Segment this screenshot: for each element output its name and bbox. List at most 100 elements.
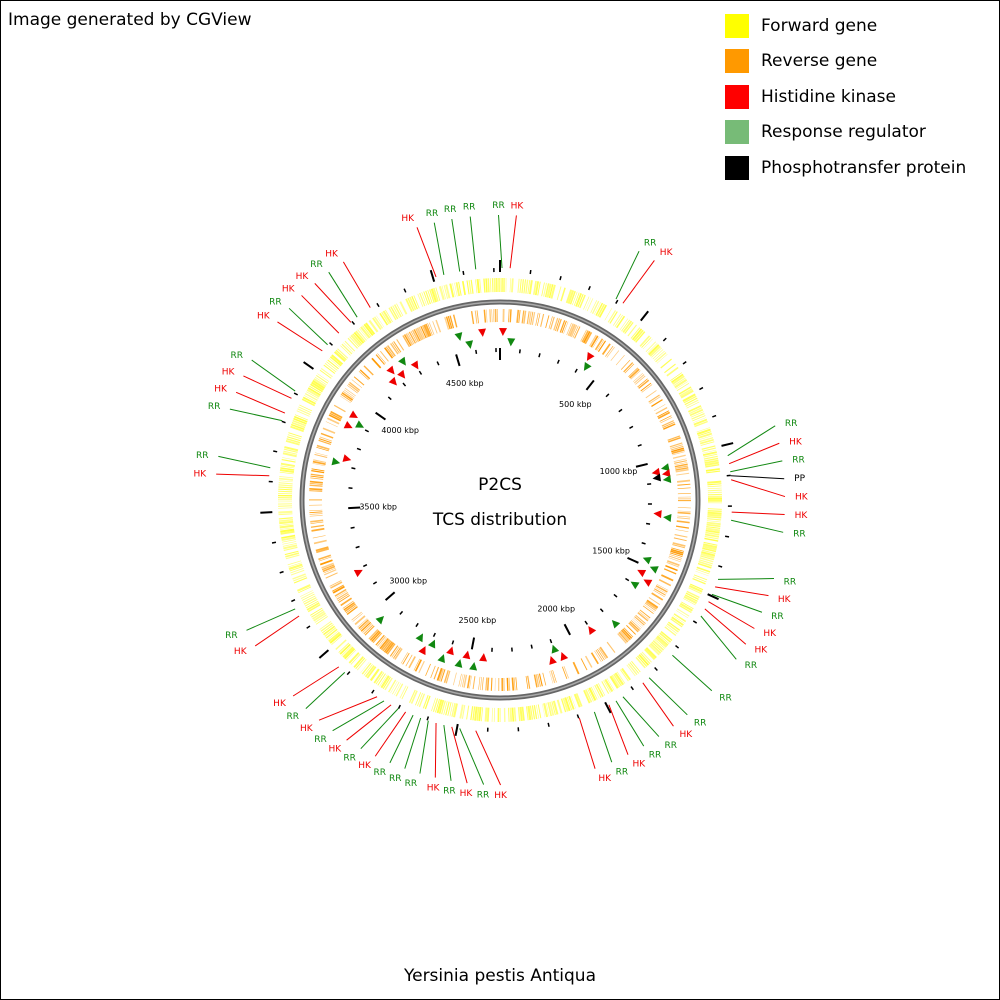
inner-tick [635,462,648,468]
reverse-gene-mark [606,346,615,358]
callout-line [708,601,755,629]
forward-gene-mark [290,423,305,431]
forward-gene-mark [418,693,426,708]
reverse-gene-mark [483,309,487,323]
forward-gene-mark [287,436,301,442]
callout-label: RR [719,693,732,703]
outer-tick [675,644,680,649]
reverse-gene-mark [329,412,342,420]
forward-gene-mark [609,675,619,689]
outer-tick [273,450,278,453]
forward-gene-mark [706,523,721,528]
reverse-gene-mark [653,404,666,412]
forward-gene-mark [373,316,384,329]
forward-gene-mark [693,418,708,426]
reverse-gene-mark [518,310,521,324]
forward-gene-mark [376,315,385,328]
forward-gene-mark [294,414,309,421]
forward-gene-mark [485,278,488,293]
reverse-gene-mark [435,319,442,333]
legend-label: Histidine kinase [761,86,896,107]
reverse-gene-mark [421,325,429,338]
forward-gene-mark [683,595,698,605]
forward-gene-mark [598,304,607,318]
reverse-gene-mark [415,328,423,341]
callout-line [251,359,296,392]
forward-gene-mark [587,688,594,702]
forward-gene-mark [293,575,307,582]
reverse-gene-mark [427,323,433,336]
inner-tick [613,593,618,598]
reverse-gene-mark [481,677,484,691]
reverse-gene-mark [672,451,685,456]
reverse-gene-mark [372,632,383,644]
callout-line [593,711,613,763]
forward-gene-mark [601,681,610,694]
outer-tick [303,361,315,370]
callout-label: HK [763,629,777,639]
forward-gene-mark [288,563,303,571]
forward-gene-mark [288,562,302,568]
forward-gene-mark [541,282,545,297]
forward-gene-mark [313,378,327,388]
reverse-gene-mark [671,449,685,455]
reverse-gene-mark [489,309,492,323]
forward-gene-mark [594,684,602,698]
forward-gene-mark [656,354,668,364]
inner-tick [629,425,634,429]
forward-gene-mark [280,530,295,535]
forward-gene-mark [521,279,525,294]
reverse-gene-mark [337,593,349,602]
reverse-gene-mark [675,468,689,473]
forward-gene-mark [704,535,719,540]
forward-gene-mark [705,464,720,468]
forward-gene-mark [470,279,474,294]
forward-gene-mark [474,706,478,721]
callout-line [346,704,392,741]
forward-gene-mark [449,702,454,717]
inner-tick [530,644,533,649]
forward-gene-mark [311,381,325,391]
forward-gene-mark [441,285,446,300]
forward-gene-mark [649,642,662,654]
callout-line [243,375,292,399]
reverse-gene-mark [634,616,645,626]
reverse-gene-mark [637,612,649,622]
forward-gene-mark [644,648,656,661]
reverse-gene-mark [311,468,325,472]
forward-gene-mark [619,318,629,331]
forward-gene-mark [546,283,552,298]
forward-gene-mark [619,669,629,682]
reverse-gene-mark [670,445,684,451]
forward-gene-mark [577,293,584,308]
reverse-gene-mark [486,677,490,691]
forward-gene-mark [333,351,346,363]
reverse-gene-mark [380,639,391,651]
forward-gene-mark [278,477,294,481]
callout-label: RR [694,718,707,728]
forward-gene-mark [676,610,689,619]
reverse-gene-mark [322,565,336,573]
callout-label: RR [463,203,476,213]
kbp-label: 1500 kbp [592,546,630,555]
reverse-gene-mark [318,438,332,444]
outer-tick [279,570,284,574]
forward-gene-mark [314,376,327,386]
forward-gene-mark [509,278,511,293]
forward-gene-mark [704,459,719,464]
forward-gene-mark [702,451,717,457]
forward-gene-mark [564,697,571,712]
forward-gene-mark [461,280,466,296]
forward-gene-mark [335,349,347,361]
reverse-gene-mark [369,630,380,641]
callout-line [277,321,323,352]
forward-gene-mark [707,513,722,517]
forward-gene-mark [676,608,690,617]
reverse-gene-mark [630,620,641,630]
forward-gene-mark [396,303,404,317]
reverse-gene-mark [661,574,674,582]
forward-gene-mark [331,354,344,365]
forward-gene-mark [664,363,676,374]
reverse-gene-mark [377,353,387,364]
reverse-gene-mark [310,477,324,480]
